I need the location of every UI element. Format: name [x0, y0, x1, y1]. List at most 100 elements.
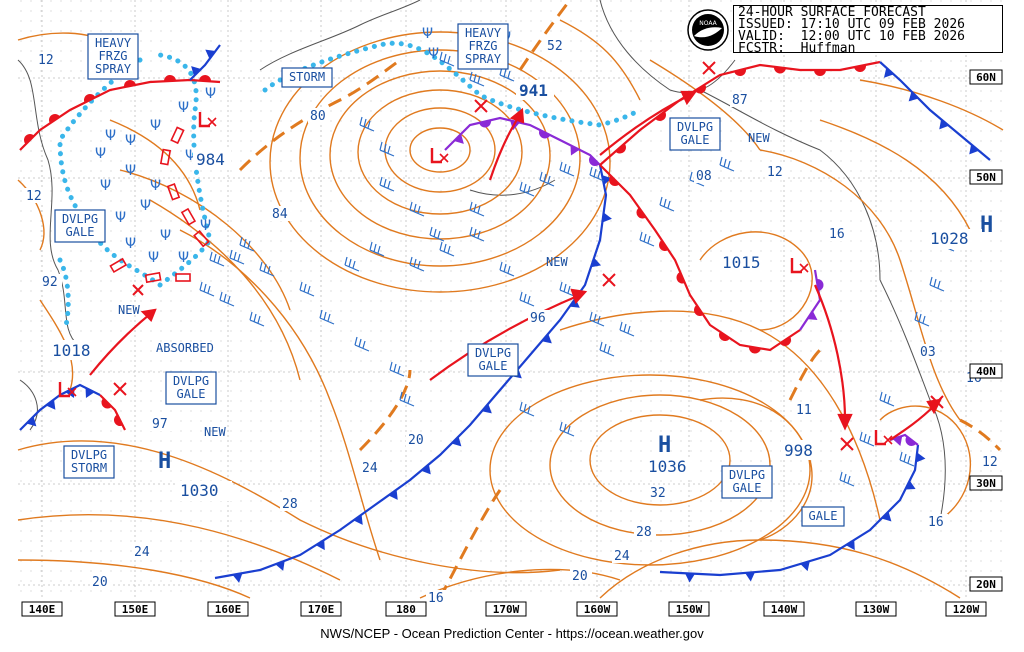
svg-text:50N: 50N — [976, 171, 996, 184]
wind-barb — [589, 311, 605, 327]
wind-barb — [914, 311, 930, 327]
isobar-value: 08 — [694, 168, 716, 184]
coastlines — [17, 0, 946, 521]
noaa-logo-text: NOAA — [699, 20, 717, 27]
svg-text:998: 998 — [784, 441, 813, 460]
wind-barbs — [199, 51, 955, 487]
wind-barb — [539, 171, 555, 187]
wind-barb — [429, 226, 445, 242]
wind-barb — [659, 196, 675, 212]
lon-label: 170E — [300, 601, 342, 617]
wind-barb — [409, 201, 425, 217]
svg-text:84: 84 — [272, 207, 288, 222]
wind-barb — [409, 256, 425, 272]
wind-barb — [399, 391, 415, 407]
svg-text:GALE: GALE — [479, 359, 508, 373]
svg-text:GALE: GALE — [733, 481, 762, 495]
isobar-value: 28 — [634, 524, 656, 540]
wind-barb — [839, 471, 855, 487]
isobar-value: 12 — [24, 188, 46, 204]
lon-label: 150E — [114, 601, 156, 617]
wind-barb — [299, 281, 315, 297]
boxed-label: STORM — [281, 67, 333, 88]
svg-text:16: 16 — [829, 227, 845, 242]
wind-barb — [239, 236, 255, 252]
wind-barb — [379, 141, 395, 157]
svg-text:20: 20 — [92, 575, 108, 590]
forecaster-name: FCSTR: Huffman — [738, 41, 856, 56]
status-label: NEW — [748, 131, 770, 145]
svg-text:160E: 160E — [215, 603, 242, 616]
wind-barb — [259, 261, 275, 277]
lat-label: 20N — [969, 576, 1003, 592]
wind-barb — [719, 156, 735, 172]
isobar-value: 84 — [270, 206, 292, 222]
isobar-value: 32 — [648, 485, 670, 501]
footer-credit: NWS/NCEP - Ocean Prediction Center - htt… — [320, 626, 704, 641]
svg-text:80: 80 — [310, 109, 326, 124]
svg-text:1030: 1030 — [180, 481, 219, 500]
isobar-value: 20 — [90, 574, 112, 590]
svg-text:40N: 40N — [976, 365, 996, 378]
isobar-value: 28 — [280, 496, 302, 512]
lon-label: 180 — [385, 601, 427, 617]
wind-barb — [249, 311, 265, 327]
forecast-title: 24-HOUR SURFACE FORECAST — [738, 5, 926, 20]
svg-text:984: 984 — [196, 150, 225, 169]
wind-barb — [389, 361, 405, 377]
svg-text:28: 28 — [636, 525, 652, 540]
isobar-value: 24 — [612, 548, 634, 564]
svg-text:08: 08 — [696, 169, 712, 184]
map-axes: 140E 150E 160E 170E 180 170W 160W 150W 140W 130W 1… — [21, 69, 1003, 617]
graticule — [18, 0, 1003, 598]
spray-symbol: Ψ — [125, 163, 136, 179]
issued-time: ISSUED: 17:10 UTC 09 FEB 2026 — [738, 17, 965, 32]
wind-barb — [899, 451, 915, 467]
high-pressure-center: H — [980, 213, 993, 238]
svg-text:HEAVY: HEAVY — [95, 36, 132, 50]
isobar-value: 96 — [528, 310, 550, 326]
svg-text:GALE: GALE — [681, 133, 710, 147]
svg-text:20: 20 — [572, 569, 588, 584]
svg-text:97: 97 — [152, 417, 168, 432]
high-pressure-center: H — [158, 449, 171, 474]
high-pressure-center: H — [658, 433, 671, 458]
storm-track-arrows — [89, 90, 942, 441]
svg-text:96: 96 — [530, 311, 546, 326]
freezing-spray-areas — [57, 40, 643, 333]
boxed-label: GALE — [801, 506, 845, 527]
wind-barb — [559, 421, 575, 437]
status-label: NEW — [118, 303, 140, 317]
wind-barb — [599, 341, 615, 357]
low-pressure-value: 941 — [516, 80, 554, 100]
isobar-value: 20 — [406, 432, 428, 448]
forecast-header: 24-HOUR SURFACE FORECAST ISSUED: 17:10 U… — [733, 5, 1003, 56]
wind-barb — [344, 256, 360, 272]
svg-text:1018: 1018 — [52, 341, 91, 360]
spray-symbol: Ψ — [125, 133, 136, 149]
lat-label: 40N — [969, 363, 1003, 379]
wind-barb — [929, 276, 945, 292]
lon-label: 170W — [485, 601, 527, 617]
lat-label: 30N — [969, 475, 1003, 491]
svg-text:12: 12 — [26, 189, 42, 204]
wind-barb — [879, 391, 895, 407]
status-label: NEW — [546, 255, 568, 269]
svg-text:SPRAY: SPRAY — [95, 62, 132, 76]
svg-text:170E: 170E — [308, 603, 335, 616]
spray-symbol: Ψ — [125, 236, 136, 252]
wind-barb — [439, 241, 455, 257]
svg-text:180: 180 — [396, 603, 416, 616]
svg-text:150W: 150W — [676, 603, 703, 616]
svg-text:DVLPG: DVLPG — [62, 212, 98, 226]
spray-symbol: Ψ — [100, 178, 111, 194]
low-pressure-value: 998 — [781, 440, 819, 460]
svg-text:160W: 160W — [584, 603, 611, 616]
wind-barb — [559, 161, 575, 177]
wind-barb — [354, 336, 370, 352]
